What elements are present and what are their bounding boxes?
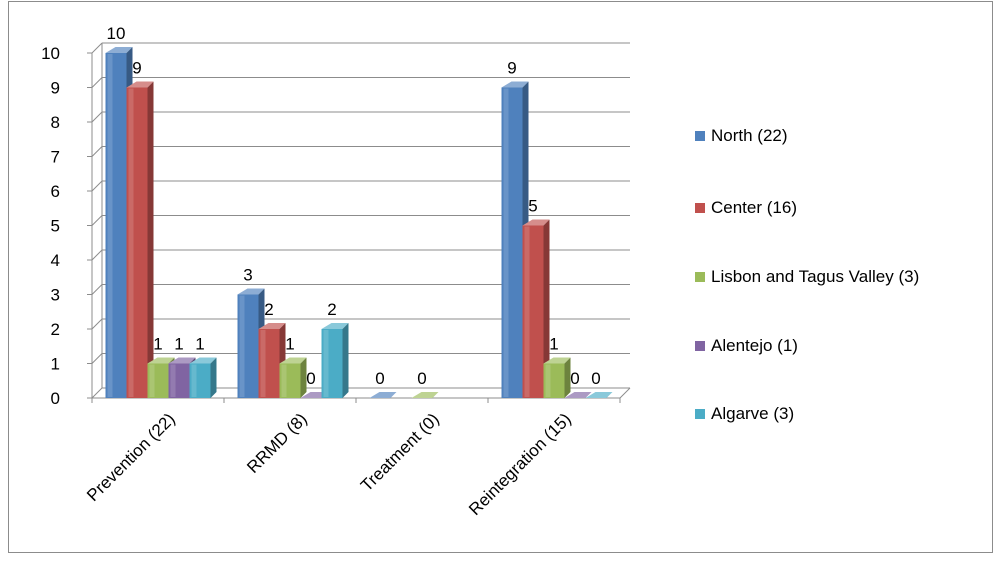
data-label: 0 <box>417 369 426 388</box>
y-tick-label: 5 <box>51 217 60 236</box>
data-label: 9 <box>132 59 141 78</box>
y-tick-label: 0 <box>51 389 60 408</box>
bar-top <box>258 323 286 329</box>
bar-top <box>369 392 397 398</box>
gridline-side <box>91 180 103 192</box>
data-label: 3 <box>243 266 252 285</box>
legend-label: Alentejo (1) <box>711 336 798 355</box>
data-label: 0 <box>570 369 579 388</box>
gridline-side <box>91 249 103 261</box>
bar-side <box>543 219 550 398</box>
gridline-side <box>91 318 103 330</box>
y-tick-label: 1 <box>51 355 60 374</box>
bar-highlight <box>170 364 176 397</box>
x-category-label: Treatment (0) <box>357 409 443 495</box>
legend-item: Lisbon and Tagus Valley (3) <box>695 266 981 288</box>
legend-item: Center (16) <box>695 197 981 219</box>
bar-highlight <box>239 295 245 397</box>
gridline-side <box>91 77 103 88</box>
legend-swatch <box>695 341 705 351</box>
bar-top <box>543 357 571 364</box>
y-tick-label: 4 <box>51 251 60 270</box>
bar-top <box>279 357 307 364</box>
bar-top <box>300 392 328 398</box>
bar-highlight <box>149 364 155 397</box>
legend-swatch <box>695 131 705 141</box>
data-label: 1 <box>549 335 558 354</box>
y-tick-label: 10 <box>41 44 60 63</box>
legend-item: North (22) <box>695 125 981 147</box>
gridline-side <box>91 42 103 54</box>
bar-top <box>168 357 196 364</box>
bar-highlight <box>545 364 551 397</box>
y-tick-label: 9 <box>51 79 60 98</box>
bar-top <box>147 357 175 364</box>
legend-swatch <box>695 203 705 213</box>
bar-top <box>105 47 133 53</box>
bar-side <box>342 323 349 398</box>
data-label: 2 <box>327 300 336 319</box>
gridline-side <box>91 353 103 364</box>
data-label: 1 <box>285 335 294 354</box>
y-tick-label: 3 <box>51 286 60 305</box>
bar-top <box>501 81 529 88</box>
y-tick-label: 8 <box>51 113 60 132</box>
floor-edge <box>619 387 631 399</box>
bar-top <box>321 323 349 329</box>
data-label: 1 <box>174 335 183 354</box>
bar-side <box>210 357 217 398</box>
bar-side <box>564 357 571 398</box>
legend-label: Center (16) <box>711 198 797 217</box>
bar-top <box>585 392 613 398</box>
bar-highlight <box>191 364 197 397</box>
data-label: 10 <box>107 24 126 43</box>
y-tick-label: 7 <box>51 148 60 167</box>
bar-highlight <box>524 226 530 397</box>
bar-highlight <box>128 88 134 397</box>
legend-swatch <box>695 272 705 282</box>
legend-label: North (22) <box>711 126 788 145</box>
data-label: 1 <box>153 335 162 354</box>
data-label: 0 <box>591 369 600 388</box>
gridline-side <box>91 387 103 399</box>
legend-swatch <box>695 409 705 419</box>
x-category-label: Prevention (22) <box>83 409 179 505</box>
gridline-side <box>91 146 103 157</box>
bar-highlight <box>503 88 509 397</box>
bar-top <box>237 288 265 295</box>
legend-item: Algarve (3) <box>695 403 981 425</box>
bar-top <box>411 392 439 398</box>
gridline-side <box>91 215 103 226</box>
data-label: 0 <box>375 369 384 388</box>
data-label: 2 <box>264 300 273 319</box>
legend-label: Algarve (3) <box>711 404 795 423</box>
bar-highlight <box>281 364 287 397</box>
gridline-side <box>91 111 103 123</box>
bar-top <box>564 392 592 398</box>
data-label: 1 <box>195 335 204 354</box>
data-label: 9 <box>507 59 516 78</box>
bar-top <box>522 219 550 226</box>
data-label: 0 <box>306 369 315 388</box>
data-label: 5 <box>528 197 537 216</box>
gridline-side <box>91 284 103 295</box>
bar-side <box>147 81 154 398</box>
bar-highlight <box>107 54 113 397</box>
x-category-label: Reintegration (15) <box>465 409 575 519</box>
bar-top <box>126 81 154 88</box>
x-category-label: RRMD (8) <box>243 409 311 477</box>
bar-side <box>300 357 307 398</box>
legend-label: Lisbon and Tagus Valley (3) <box>711 267 920 286</box>
y-tick-label: 2 <box>51 320 60 339</box>
bar-top <box>189 357 217 364</box>
chart-frame <box>8 1 993 553</box>
bar-highlight <box>260 330 266 397</box>
legend-item: Alentejo (1) <box>695 335 981 357</box>
bar-highlight <box>323 330 329 397</box>
y-tick-label: 6 <box>51 182 60 201</box>
